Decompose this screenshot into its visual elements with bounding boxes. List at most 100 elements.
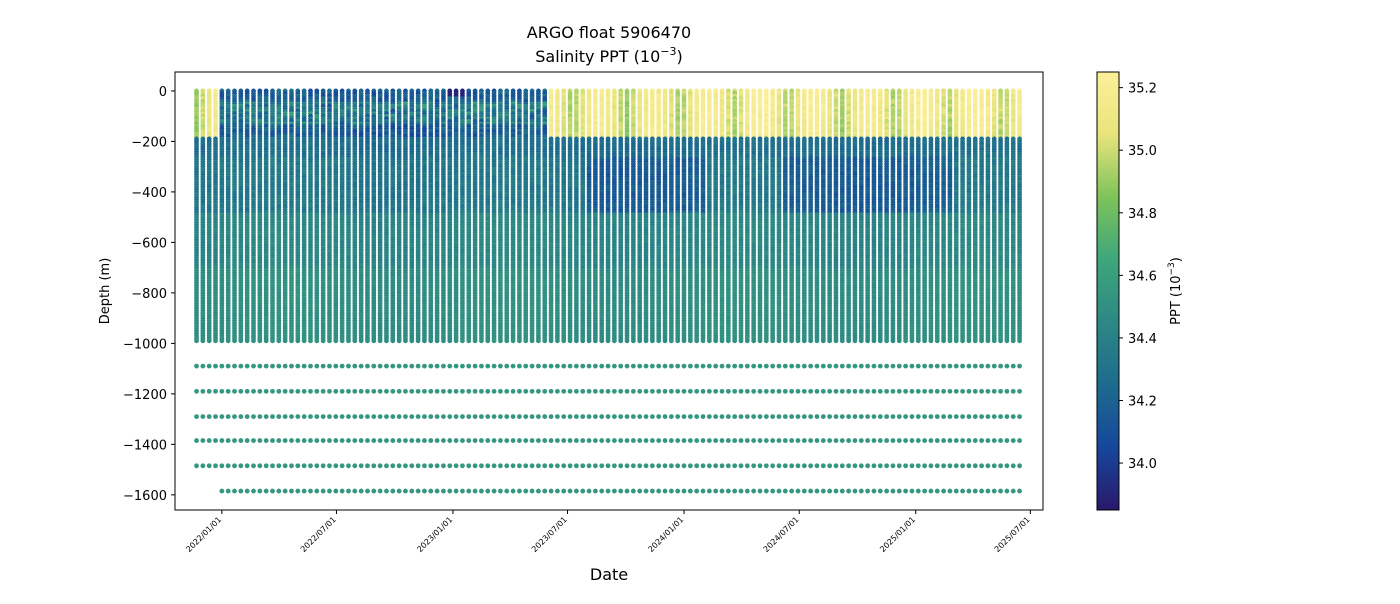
data-point <box>441 363 446 369</box>
profile <box>213 88 218 469</box>
data-point <box>377 338 383 344</box>
data-point <box>289 388 294 394</box>
profile <box>257 88 263 494</box>
data-point <box>365 488 370 494</box>
data-point <box>301 463 307 469</box>
profile <box>403 88 408 494</box>
data-point <box>460 414 465 419</box>
data-point <box>276 338 282 344</box>
profile <box>219 88 225 494</box>
data-point <box>346 414 351 419</box>
data-point <box>238 414 244 419</box>
data-point <box>472 463 478 469</box>
data-point <box>320 363 326 369</box>
chart-title: ARGO float 5906470 <box>527 23 691 42</box>
data-point <box>270 338 275 344</box>
data-point <box>447 363 453 369</box>
data-point <box>352 363 358 369</box>
data-point <box>447 488 453 494</box>
data-point <box>422 338 427 344</box>
profile <box>301 88 307 494</box>
data-point <box>428 488 434 494</box>
data-point <box>327 363 332 369</box>
data-point <box>276 463 282 469</box>
profile <box>428 88 434 494</box>
data-point <box>270 463 275 469</box>
data-point <box>352 488 358 494</box>
data-point <box>194 338 199 344</box>
data-point <box>352 463 358 469</box>
data-point <box>377 463 383 469</box>
data-point <box>479 463 484 469</box>
data-point <box>194 438 199 443</box>
data-point <box>327 463 332 469</box>
data-point <box>206 388 212 394</box>
data-point <box>403 463 408 469</box>
profile <box>276 88 282 494</box>
profile <box>390 88 396 494</box>
data-point <box>251 438 256 443</box>
data-point <box>200 438 206 443</box>
data-point <box>441 463 446 469</box>
data-point <box>200 463 206 469</box>
data-point <box>453 463 459 469</box>
data-point <box>415 414 421 419</box>
data-point <box>251 388 256 394</box>
data-point <box>263 438 269 443</box>
profile <box>384 88 389 494</box>
data-point <box>460 338 465 344</box>
data-point <box>219 338 225 344</box>
data-point <box>441 438 446 443</box>
data-point <box>441 488 446 494</box>
data-point <box>339 388 345 394</box>
data-point <box>472 488 478 494</box>
data-point <box>276 438 282 443</box>
profile <box>339 88 345 494</box>
data-point <box>194 363 199 369</box>
profile <box>225 88 231 494</box>
data-point <box>282 338 288 344</box>
data-point <box>384 438 389 443</box>
data-point <box>219 438 225 443</box>
data-point <box>409 414 415 419</box>
data-point <box>365 338 370 344</box>
data-point <box>396 388 402 394</box>
data-point <box>396 338 402 344</box>
data-point <box>377 414 383 419</box>
data-point <box>434 388 440 394</box>
profile <box>479 88 484 494</box>
data-point <box>282 438 288 443</box>
data-point <box>314 463 320 469</box>
data-point <box>384 463 389 469</box>
data-point <box>339 363 345 369</box>
data-point <box>365 388 370 394</box>
data-point <box>327 488 332 494</box>
data-point <box>295 438 301 443</box>
data-point <box>219 463 225 469</box>
data-point <box>371 463 377 469</box>
data-point <box>200 414 206 419</box>
data-point <box>282 363 288 369</box>
data-point <box>295 463 301 469</box>
data-point <box>289 463 294 469</box>
data-point <box>301 363 307 369</box>
data-point <box>232 388 237 394</box>
data-point <box>466 488 472 494</box>
data-point <box>276 414 282 419</box>
data-point <box>447 338 453 344</box>
data-point <box>270 488 275 494</box>
data-point <box>384 488 389 494</box>
data-point <box>466 438 472 443</box>
data-point <box>289 414 294 419</box>
data-point <box>390 363 396 369</box>
data-point <box>327 414 332 419</box>
profile <box>308 88 313 494</box>
data-point <box>441 388 446 394</box>
data-point <box>225 388 231 394</box>
profile <box>415 88 421 494</box>
data-point <box>333 463 339 469</box>
data-point <box>409 488 415 494</box>
data-point <box>472 338 478 344</box>
data-point <box>327 338 332 344</box>
chart-subtitle-exponent: −3 <box>660 45 676 58</box>
